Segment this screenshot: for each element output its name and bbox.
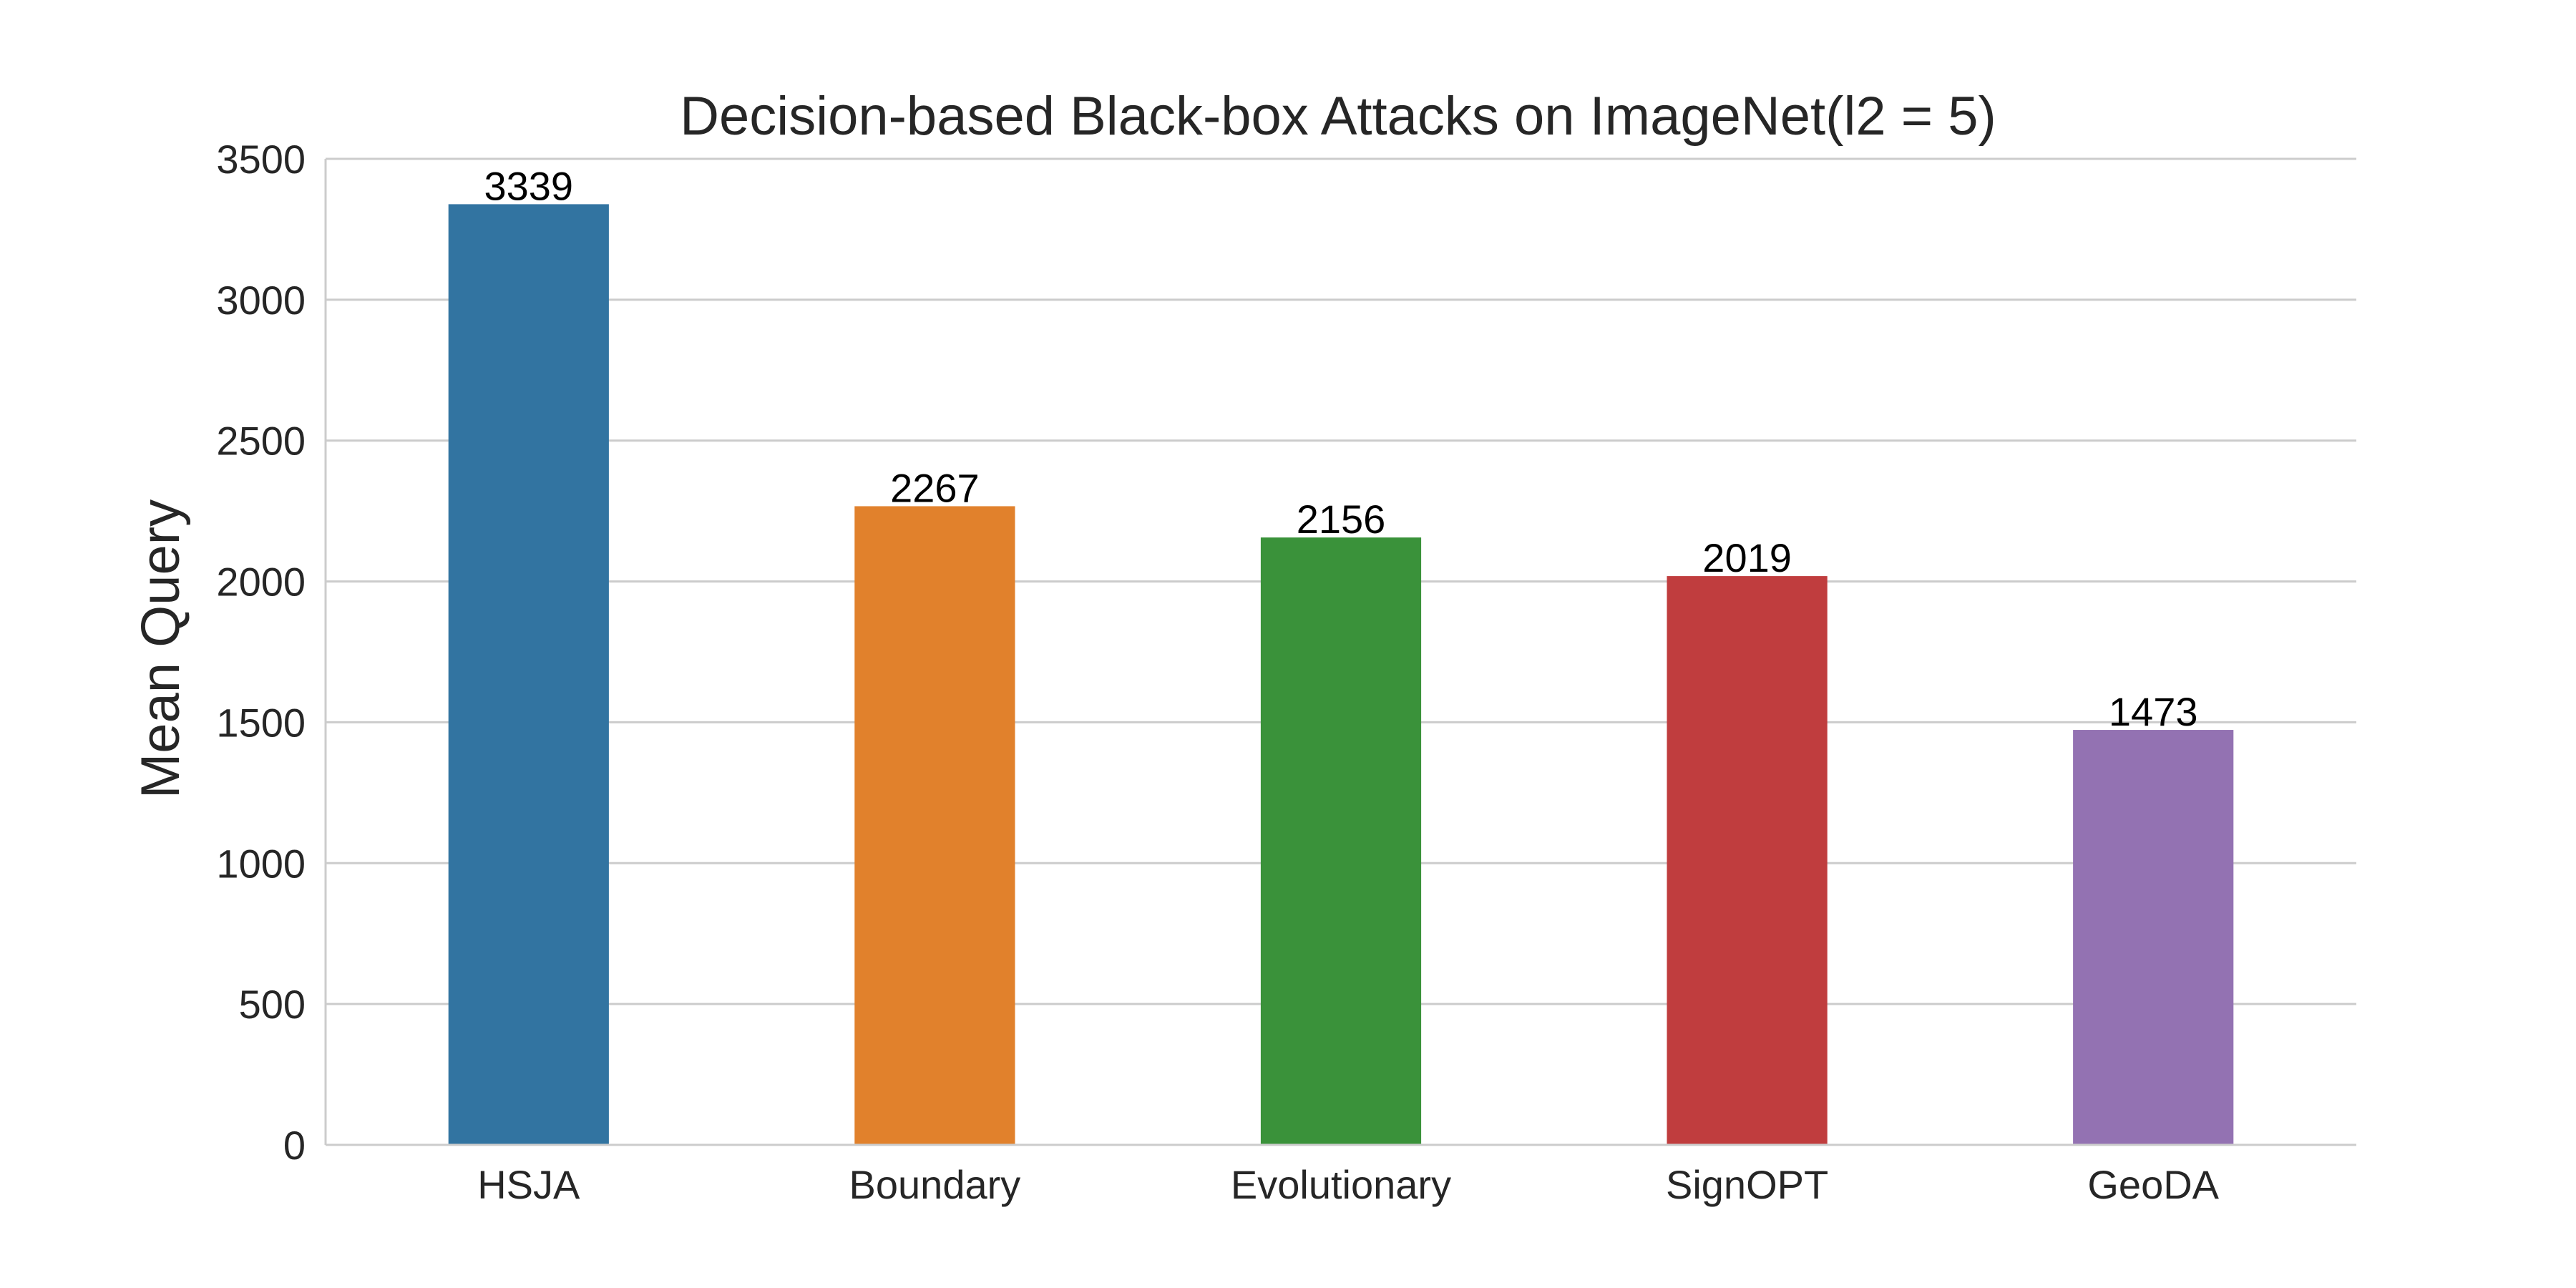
x-axis-ticks: HSJA Boundary Evolutionary SignOPT GeoDA [477, 1162, 2219, 1207]
y-tick-label: 3000 [216, 278, 306, 323]
bar-evolutionary [1260, 537, 1422, 1145]
bar-boundary [854, 506, 1015, 1145]
y-tick-label: 1000 [216, 841, 306, 886]
bar-value-label: 2019 [1702, 535, 1792, 580]
y-tick-label: 3500 [216, 137, 306, 182]
x-tick-label: Evolutionary [1231, 1162, 1451, 1207]
x-tick-label: GeoDA [2087, 1162, 2219, 1207]
y-axis-label: Mean Query [130, 499, 191, 799]
x-tick-label: Boundary [849, 1162, 1021, 1207]
y-tick-label: 1500 [216, 700, 306, 745]
bar-signopt [1667, 576, 1828, 1145]
bars [448, 204, 2234, 1146]
y-tick-label: 0 [283, 1123, 306, 1168]
chart-title: Decision-based Black-box Attacks on Imag… [680, 86, 1996, 147]
y-tick-label: 500 [239, 982, 306, 1027]
y-tick-label: 2500 [216, 419, 306, 464]
bar-value-label: 1473 [2109, 689, 2198, 734]
bar-value-label: 2156 [1297, 497, 1386, 542]
bar-hsja [448, 204, 609, 1146]
x-tick-label: HSJA [477, 1162, 580, 1207]
bar-value-label: 3339 [484, 163, 574, 208]
y-tick-label: 2000 [216, 560, 306, 605]
bar-geoda [2073, 730, 2234, 1145]
y-axis-ticks: 0 500 1000 1500 2000 2500 3000 3500 [216, 137, 306, 1168]
x-tick-label: SignOPT [1666, 1162, 1828, 1207]
bar-value-label: 2267 [890, 465, 980, 510]
bar-value-labels: 3339 2267 2156 2019 1473 [484, 163, 2198, 734]
